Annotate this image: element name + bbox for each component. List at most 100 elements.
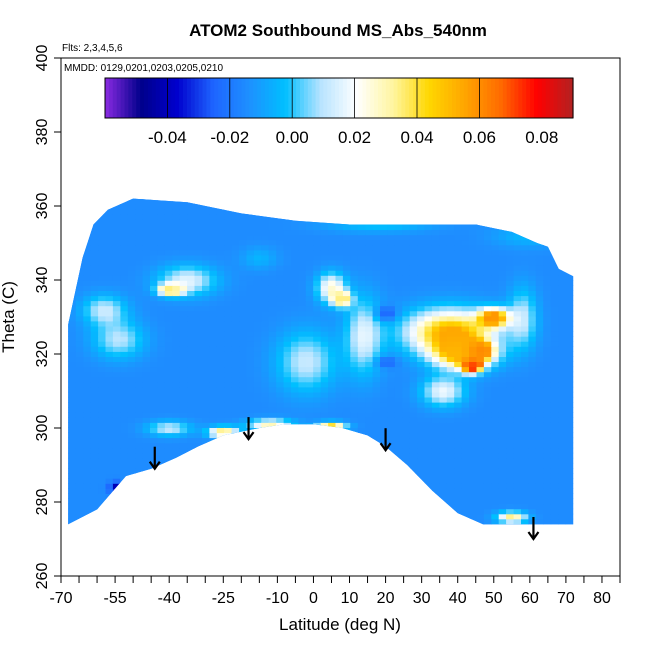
heat-cell (187, 199, 196, 205)
heat-cell (409, 417, 418, 423)
heat-cell (498, 341, 507, 347)
heat-cell (483, 270, 492, 276)
heat-cell (387, 498, 396, 505)
heat-cell (157, 391, 166, 398)
heat-cell (439, 341, 448, 347)
heat-cell (313, 265, 322, 271)
heat-cell (483, 513, 492, 520)
heat-cell (572, 254, 574, 261)
heat-cell (572, 457, 574, 464)
heat-cell (417, 473, 426, 479)
heat-cell (320, 503, 329, 510)
heat-cell (328, 259, 337, 266)
heat-cell (98, 422, 107, 428)
heat-cell (261, 356, 270, 362)
heat-cell (179, 381, 188, 388)
heat-cell (543, 483, 552, 489)
heat-cell (462, 534, 470, 540)
heat-cell (105, 234, 114, 241)
colorbar-segment (268, 78, 274, 118)
heat-cell (320, 249, 329, 256)
heat-cell (550, 523, 559, 525)
heat-cell (276, 483, 285, 489)
heat-cell (120, 376, 129, 383)
heat-cell (417, 442, 426, 449)
heat-cell (187, 493, 196, 499)
heat-cell (357, 331, 366, 337)
heat-cell (112, 341, 121, 347)
heat-cell (461, 468, 470, 474)
heat-cell (231, 483, 240, 489)
heat-cell (98, 442, 107, 449)
heat-cell (68, 366, 77, 373)
heat-cell (209, 447, 218, 454)
heat-cell (380, 189, 388, 195)
heat-cell (105, 483, 114, 489)
heat-cell (268, 204, 277, 210)
heat-cell (261, 244, 270, 251)
heat-cell (98, 478, 107, 484)
heat-cell (216, 361, 225, 368)
heat-cell (394, 285, 403, 291)
heat-cell (506, 305, 515, 312)
heat-cell (409, 204, 418, 210)
heat-cell (506, 371, 515, 378)
heat-cell (135, 336, 144, 342)
colorbar-segment (245, 78, 250, 118)
heat-cell (291, 315, 299, 322)
heat-cell (68, 239, 77, 246)
heat-cell (350, 366, 359, 373)
heat-cell (528, 396, 537, 403)
heat-cell (172, 184, 180, 190)
heat-cell (394, 483, 403, 489)
heat-cell (75, 265, 84, 271)
heat-cell (261, 199, 270, 205)
heat-cell (283, 371, 292, 378)
heat-cell (469, 473, 477, 479)
heat-cell (328, 361, 337, 368)
heat-cell (261, 189, 269, 195)
heat-cell (357, 457, 366, 464)
heat-cell (365, 412, 374, 418)
heat-cell (224, 361, 233, 368)
heat-cell (305, 402, 314, 408)
heat-cell (298, 437, 307, 444)
heat-cell (550, 457, 559, 464)
heat-cell (409, 214, 418, 220)
heat-cell (239, 351, 248, 357)
heat-cell (157, 259, 166, 266)
heat-cell (543, 254, 552, 261)
heat-cell (328, 325, 337, 332)
heat-cell (372, 275, 381, 281)
heat-cell (283, 265, 292, 271)
heat-cell (476, 300, 485, 307)
dates-note: MMDD: 0129,0201,0203,0205,0210 (64, 63, 223, 74)
heat-cell (491, 295, 500, 302)
heat-cell (402, 412, 411, 418)
heat-cell (142, 427, 151, 434)
heat-cell (535, 381, 544, 388)
heat-cell (246, 234, 255, 241)
heat-cell (75, 331, 84, 337)
heat-cell (565, 270, 574, 276)
heat-cell (469, 280, 477, 286)
heat-cell (291, 224, 299, 231)
heat-cell (90, 249, 99, 256)
heat-cell (283, 244, 292, 251)
heat-cell (550, 209, 559, 215)
heat-cell (224, 229, 233, 236)
heat-cell (342, 396, 351, 403)
heat-cell (335, 468, 344, 474)
heat-cell (476, 275, 485, 281)
heat-cell (431, 214, 440, 220)
heat-cell (83, 285, 92, 291)
heat-cell (232, 529, 240, 535)
heat-cell (90, 254, 99, 261)
flights-note: Flts: 2,3,4,5,6 (62, 43, 123, 54)
heat-cell (543, 529, 551, 535)
heat-cell (402, 290, 411, 297)
heat-cell (350, 198, 359, 200)
heat-cell (246, 300, 255, 307)
heat-cell (75, 295, 84, 302)
heat-cell (268, 371, 277, 378)
